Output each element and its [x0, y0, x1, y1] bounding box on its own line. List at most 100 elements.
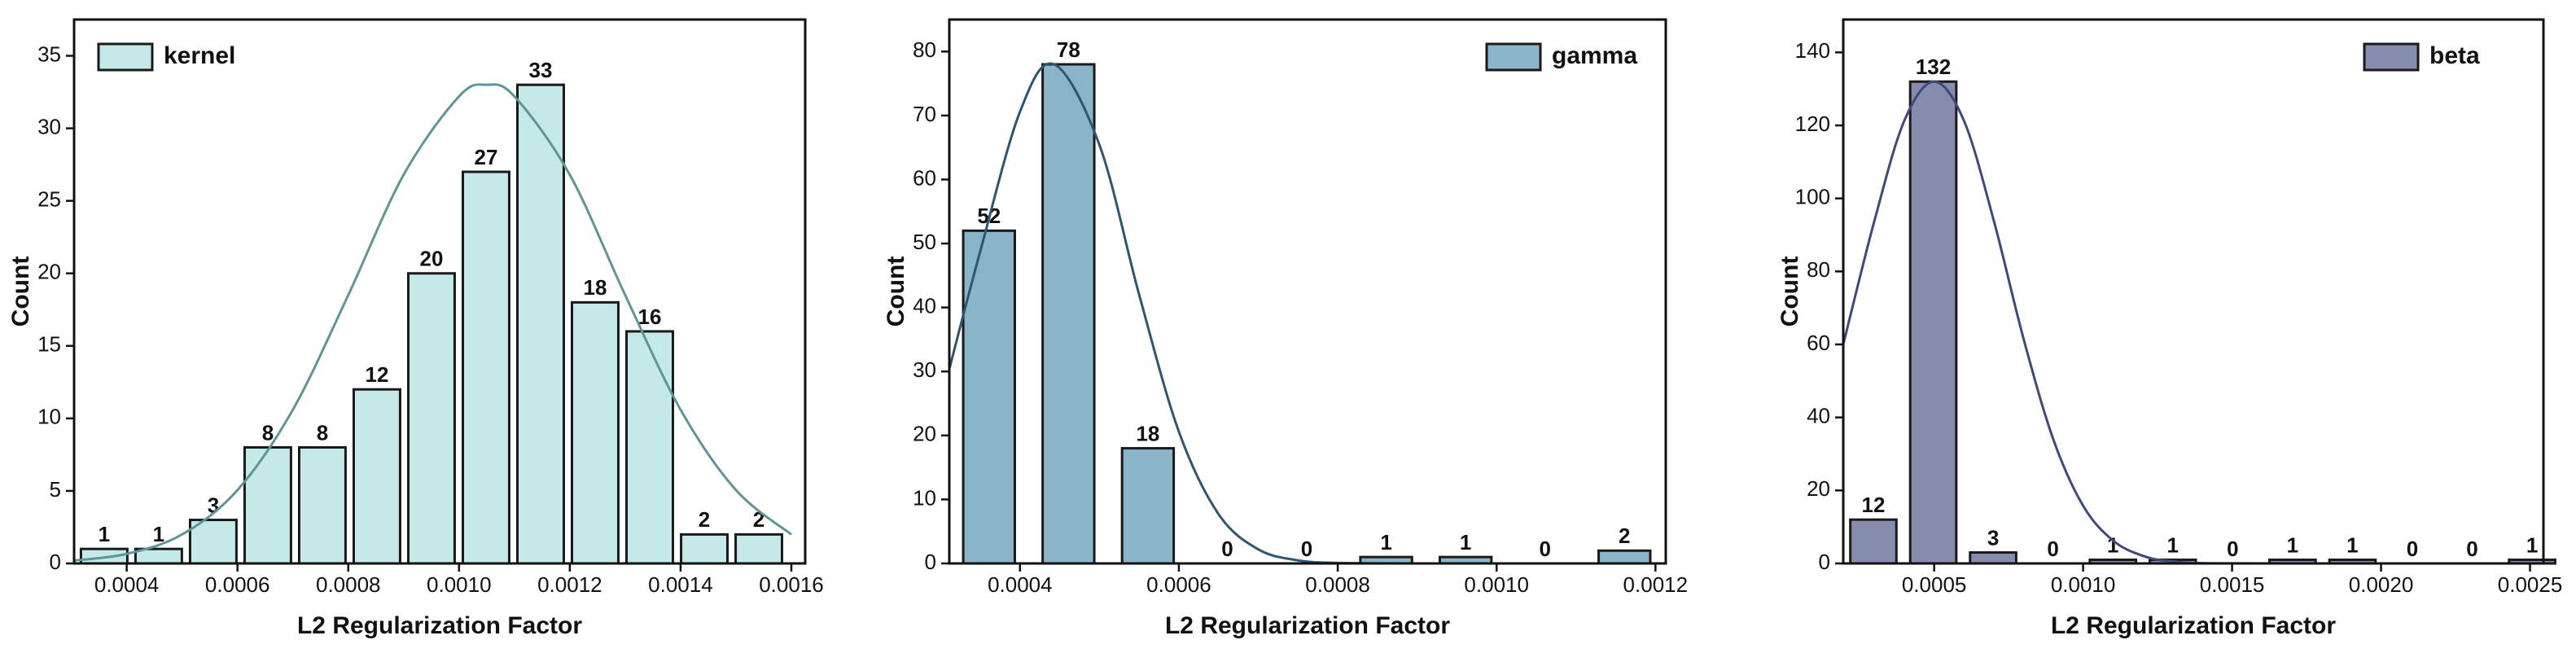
value-label: 2 — [1619, 524, 1630, 548]
value-label: 1 — [2287, 532, 2298, 557]
y-tick-label: 20 — [913, 422, 936, 446]
axes-frame — [948, 18, 1667, 565]
y-tick-label: 80 — [1807, 257, 1830, 282]
y-tick-label: 60 — [1807, 331, 1830, 355]
y-tick-label: 10 — [37, 405, 61, 429]
y-tick-label: 30 — [37, 114, 61, 138]
legend-swatch — [2363, 42, 2420, 72]
bar — [406, 272, 456, 565]
value-label: 12 — [365, 362, 388, 387]
x-tick-label: 0.0004 — [988, 572, 1053, 597]
x-tick-label: 0.0020 — [2349, 572, 2414, 597]
bar — [1849, 518, 1898, 565]
legend-swatch — [1485, 42, 1542, 72]
bar — [243, 445, 292, 565]
bar — [188, 519, 238, 565]
value-label: 12 — [1862, 493, 1886, 517]
bar — [625, 330, 674, 565]
y-tick-label: 80 — [913, 37, 936, 62]
x-tick-label: 0.0010 — [427, 572, 492, 597]
x-tick-label: 0.0012 — [537, 572, 602, 597]
bar — [516, 83, 565, 565]
x-tick-label: 0.0015 — [2200, 572, 2265, 597]
x-tick-label: 0.0006 — [205, 572, 270, 597]
bar — [680, 532, 729, 565]
y-tick-label: 20 — [37, 260, 61, 284]
value-label: 0 — [2227, 537, 2238, 561]
value-label: 132 — [1916, 55, 1951, 79]
y-tick-label: 35 — [37, 42, 61, 66]
value-label: 1 — [99, 522, 110, 546]
y-tick-label: 40 — [1807, 404, 1830, 428]
y-tick-label: 140 — [1795, 38, 1830, 63]
value-label: 1 — [153, 522, 164, 546]
value-label: 1 — [1380, 530, 1391, 554]
legend-label: beta — [2429, 42, 2480, 69]
bar — [571, 300, 620, 565]
bar — [734, 532, 784, 565]
value-label: 0 — [2047, 537, 2058, 561]
y-tick-label: 60 — [913, 165, 936, 190]
y-tick-label: 40 — [913, 294, 936, 318]
value-label: 27 — [475, 145, 498, 169]
y-tick-label: 0 — [1819, 550, 1830, 574]
y-tick-label: 30 — [913, 357, 936, 382]
x-tick-label: 0.0005 — [1902, 572, 1967, 597]
y-tick-label: 120 — [1795, 112, 1830, 136]
axes-frame — [1842, 18, 2545, 565]
y-axis-label: Count — [1776, 256, 1803, 327]
bar — [461, 170, 510, 565]
fit-curve — [74, 83, 792, 562]
value-label: 0 — [2466, 537, 2477, 561]
x-axis-label: L2 Regularization Factor — [297, 612, 582, 639]
axes-frame — [72, 18, 807, 565]
x-tick-label: 0.0008 — [1305, 572, 1370, 597]
y-axis-label: Count — [7, 256, 34, 327]
legend-swatch — [97, 42, 154, 72]
y-tick-label: 50 — [913, 230, 936, 254]
value-label: 0 — [2407, 537, 2418, 561]
value-label: 18 — [584, 275, 607, 300]
x-tick-label: 0.0025 — [2498, 572, 2563, 597]
value-label: 16 — [638, 305, 662, 329]
value-label: 1 — [2167, 532, 2179, 557]
x-tick-label: 0.0004 — [94, 572, 160, 597]
x-tick-label: 0.0016 — [759, 572, 824, 597]
x-tick-label: 0.0006 — [1146, 572, 1211, 597]
legend-label: kernel — [164, 42, 235, 69]
legend-label: gamma — [1552, 42, 1637, 69]
value-label: 20 — [420, 247, 444, 271]
bar — [1908, 80, 1958, 565]
legend: gamma — [1485, 42, 1637, 72]
x-tick-label: 0.0012 — [1623, 572, 1689, 597]
y-tick-label: 70 — [913, 102, 936, 126]
bar — [1969, 551, 2017, 565]
y-axis-label: Count — [883, 256, 909, 327]
value-label: 0 — [1221, 537, 1233, 561]
y-tick-label: 5 — [50, 477, 61, 502]
value-label: 33 — [529, 58, 553, 82]
x-tick-label: 0.0010 — [2051, 572, 2116, 597]
x-axis-label: L2 Regularization Factor — [2051, 612, 2336, 639]
x-axis-label: L2 Regularization Factor — [1165, 612, 1450, 639]
value-label: 1 — [2346, 532, 2358, 557]
value-label: 1 — [1460, 530, 1471, 554]
y-tick-label: 10 — [913, 485, 936, 510]
legend: beta — [2363, 42, 2480, 72]
y-tick-label: 0 — [50, 550, 61, 574]
value-label: 8 — [262, 420, 274, 445]
bar — [962, 229, 1016, 565]
value-label: 3 — [1987, 525, 1999, 550]
value-label: 0 — [1539, 537, 1550, 561]
y-tick-label: 0 — [925, 550, 936, 574]
panel: 0 5 10 15 20 25 30 35 0.0004 0.0006 0.0008 0.0010 0.… — [7, 18, 824, 639]
bar — [1041, 63, 1096, 565]
y-tick-label: 20 — [1807, 476, 1830, 501]
x-tick-label: 0.0014 — [648, 572, 713, 597]
bar — [297, 445, 347, 565]
value-label: 78 — [1057, 37, 1080, 62]
value-label: 1 — [2526, 532, 2538, 557]
